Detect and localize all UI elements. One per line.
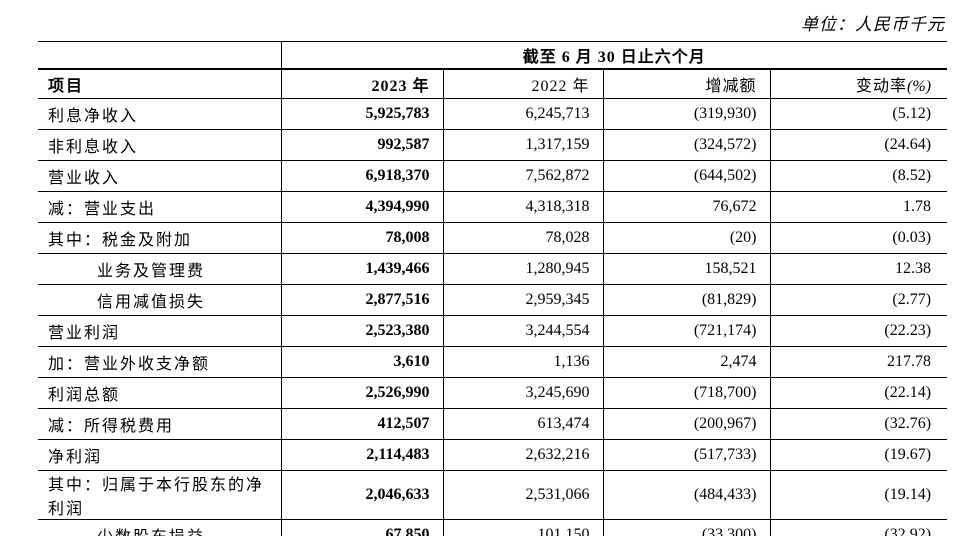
table-row-net-non-operating-items: 加：营业外收支净额 3,610 1,136 2,474 217.78	[38, 346, 948, 378]
value-change: (200,967)	[603, 408, 771, 440]
value-2023: 1,439,466	[281, 253, 444, 285]
value-2022: 2,959,345	[443, 284, 604, 316]
value-rate: (2.77)	[770, 284, 948, 316]
value-rate: (32.92)	[770, 519, 948, 536]
row-label: 少数股东损益	[38, 519, 282, 536]
corner-cell	[38, 41, 282, 70]
row-label: 非利息收入	[38, 129, 282, 161]
value-change: (81,829)	[603, 284, 771, 316]
value-change: (644,502)	[603, 160, 771, 192]
value-change: (484,433)	[603, 470, 771, 520]
value-2023: 2,114,483	[281, 439, 444, 471]
value-rate: 217.78	[770, 346, 948, 378]
value-2022: 1,136	[443, 346, 604, 378]
value-change: (721,174)	[603, 315, 771, 347]
row-label: 净利润	[38, 439, 282, 471]
row-label: 其中：归属于本行股东的净利润	[38, 470, 282, 520]
table-row-minority-interests: 少数股东损益 67,850 101,150 (33,300) (32.92)	[38, 519, 948, 536]
value-change: (517,733)	[603, 439, 771, 471]
value-rate: (32.76)	[770, 408, 948, 440]
value-2022: 1,280,945	[443, 253, 604, 285]
value-change: (33,300)	[603, 519, 771, 536]
value-change: 76,672	[603, 191, 771, 223]
table-row-taxes-surcharges: 其中：税金及附加 78,008 78,028 (20) (0.03)	[38, 222, 948, 254]
value-2022: 4,318,318	[443, 191, 604, 223]
value-2022: 613,474	[443, 408, 604, 440]
table-row-credit-impairment-losses: 信用减值损失 2,877,516 2,959,345 (81,829) (2.7…	[38, 284, 948, 316]
period-header-row: 截至 6 月 30 日止六个月	[38, 41, 948, 70]
row-label: 其中：税金及附加	[38, 222, 282, 254]
table-row-net-interest-income: 利息净收入 5,925,783 6,245,713 (319,930) (5.1…	[38, 98, 948, 130]
value-2022: 3,245,690	[443, 377, 604, 409]
income-statement-table: 截至 6 月 30 日止六个月 项目 2023 年 2022 年 增减额 变动率…	[38, 41, 948, 536]
value-2022: 3,244,554	[443, 315, 604, 347]
table-row-operating-expenses: 减：营业支出 4,394,990 4,318,318 76,672 1.78	[38, 191, 948, 223]
value-rate: (24.64)	[770, 129, 948, 161]
value-change: (319,930)	[603, 98, 771, 130]
table-row-net-profit: 净利润 2,114,483 2,632,216 (517,733) (19.67…	[38, 439, 948, 471]
value-2023: 4,394,990	[281, 191, 444, 223]
table-row-income-tax-expense: 减：所得税费用 412,507 613,474 (200,967) (32.76…	[38, 408, 948, 440]
value-2023: 2,523,380	[281, 315, 444, 347]
value-2022: 2,632,216	[443, 439, 604, 471]
value-change: (324,572)	[603, 129, 771, 161]
value-rate: (5.12)	[770, 98, 948, 130]
value-change: 2,474	[603, 346, 771, 378]
value-rate: (22.23)	[770, 315, 948, 347]
row-label: 信用减值损失	[38, 284, 282, 316]
value-rate: (0.03)	[770, 222, 948, 254]
value-2023: 78,008	[281, 222, 444, 254]
value-2022: 1,317,159	[443, 129, 604, 161]
value-rate: (22.14)	[770, 377, 948, 409]
value-change: (20)	[603, 222, 771, 254]
col-header-rate-label: 变动率	[856, 77, 908, 95]
row-label: 减：所得税费用	[38, 408, 282, 440]
col-header-2022: 2022 年	[443, 68, 604, 99]
value-2023: 67,850	[281, 519, 444, 536]
table-row-net-profit-attributable-to-shareholders: 其中：归属于本行股东的净利润 2,046,633 2,531,066 (484,…	[38, 470, 948, 520]
value-2022: 2,531,066	[443, 470, 604, 520]
value-2022: 6,245,713	[443, 98, 604, 130]
row-label: 营业利润	[38, 315, 282, 347]
col-header-rate: 变动率(%)	[770, 68, 948, 99]
value-2023: 992,587	[281, 129, 444, 161]
value-2022: 7,562,872	[443, 160, 604, 192]
table-row-total-profit: 利润总额 2,526,990 3,245,690 (718,700) (22.1…	[38, 377, 948, 409]
col-header-2023: 2023 年	[281, 68, 444, 99]
value-2023: 2,877,516	[281, 284, 444, 316]
value-rate: (19.67)	[770, 439, 948, 471]
col-header-item: 项目	[38, 68, 282, 99]
col-header-rate-percent: (%)	[907, 77, 932, 95]
column-header-row: 项目 2023 年 2022 年 增减额 变动率(%)	[38, 68, 948, 99]
table-row-non-interest-income: 非利息收入 992,587 1,317,159 (324,572) (24.64…	[38, 129, 948, 161]
value-rate: (8.52)	[770, 160, 948, 192]
value-2022: 101,150	[443, 519, 604, 536]
value-2022: 78,028	[443, 222, 604, 254]
value-rate: 1.78	[770, 191, 948, 223]
value-2023: 5,925,783	[281, 98, 444, 130]
period-header: 截至 6 月 30 日止六个月	[281, 41, 948, 70]
value-change: (718,700)	[603, 377, 771, 409]
value-change: 158,521	[603, 253, 771, 285]
row-label: 加：营业外收支净额	[38, 346, 282, 378]
value-2023: 2,046,633	[281, 470, 444, 520]
value-2023: 6,918,370	[281, 160, 444, 192]
row-label: 利息净收入	[38, 98, 282, 130]
table-row-operating-profit: 营业利润 2,523,380 3,244,554 (721,174) (22.2…	[38, 315, 948, 347]
row-label: 业务及管理费	[38, 253, 282, 285]
row-label: 营业收入	[38, 160, 282, 192]
value-rate: 12.38	[770, 253, 948, 285]
table-row-operating-admin-expenses: 业务及管理费 1,439,466 1,280,945 158,521 12.38	[38, 253, 948, 285]
row-label: 利润总额	[38, 377, 282, 409]
unit-note: 单位：人民币千元	[801, 15, 945, 34]
value-2023: 3,610	[281, 346, 444, 378]
row-label: 减：营业支出	[38, 191, 282, 223]
table-row-operating-income: 营业收入 6,918,370 7,562,872 (644,502) (8.52…	[38, 160, 948, 192]
value-2023: 2,526,990	[281, 377, 444, 409]
value-rate: (19.14)	[770, 470, 948, 520]
value-2023: 412,507	[281, 408, 444, 440]
col-header-change: 增减额	[603, 68, 771, 99]
